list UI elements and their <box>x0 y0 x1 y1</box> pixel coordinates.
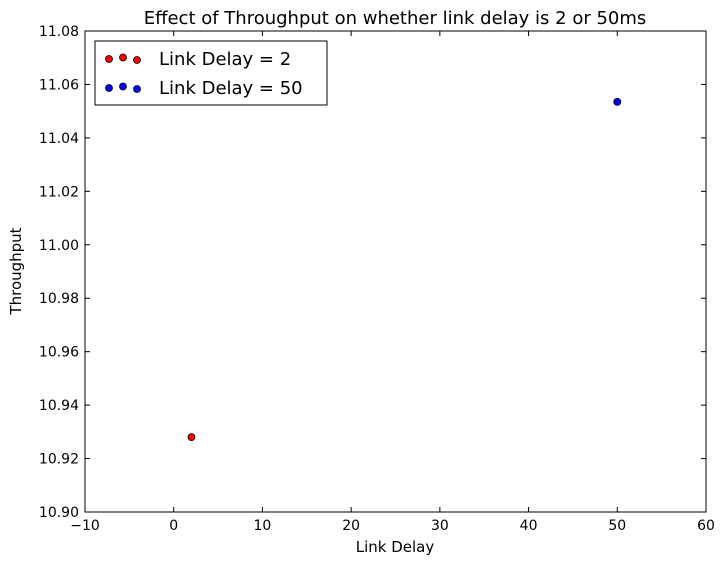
x-tick-label: 20 <box>342 518 360 534</box>
y-tick-label: 11.00 <box>39 238 79 254</box>
x-tick-label: 40 <box>520 518 538 534</box>
x-tick-label: −10 <box>70 518 100 534</box>
chart-title: Effect of Throughput on whether link del… <box>144 8 647 29</box>
y-axis-label: Throughput <box>7 227 25 315</box>
legend-marker <box>105 55 113 63</box>
y-tick-label: 10.94 <box>39 398 79 414</box>
data-point <box>187 433 196 442</box>
x-tick-label: 50 <box>608 518 626 534</box>
legend-marker <box>119 82 127 91</box>
legend-marker <box>133 56 141 64</box>
legend-marker <box>119 53 127 62</box>
legend-label: Link Delay = 50 <box>159 78 303 99</box>
legend-marker <box>133 85 141 93</box>
legend: Link Delay = 2 Link Delay = 50 <box>94 40 328 106</box>
y-axis: 10.90 10.92 10.94 10.96 10.98 11.00 11.02 11.04… <box>39 24 706 521</box>
x-tick-label: 10 <box>254 518 272 534</box>
legend-box <box>94 40 328 106</box>
legend-entry: Link Delay = 50 <box>105 78 303 99</box>
y-tick-label: 11.02 <box>39 184 79 200</box>
y-tick-label: 10.96 <box>39 345 79 361</box>
y-tick-label: 11.04 <box>39 131 79 147</box>
legend-marker <box>105 84 113 92</box>
y-tick-label: 10.90 <box>39 505 79 521</box>
data-points <box>187 97 622 442</box>
y-tick-label: 10.98 <box>39 291 79 307</box>
x-axis: −10 0 10 20 30 40 50 60 <box>70 31 715 534</box>
data-point <box>613 97 622 106</box>
plot-frame <box>84 30 707 513</box>
x-tick-label: 60 <box>697 518 715 534</box>
legend-label: Link Delay = 2 <box>159 49 291 70</box>
x-tick-label: 0 <box>169 518 178 534</box>
y-tick-label: 11.06 <box>39 77 79 93</box>
y-tick-label: 10.92 <box>39 452 79 468</box>
y-tick-label: 11.08 <box>39 24 79 40</box>
x-axis-label: Link Delay <box>356 538 435 556</box>
legend-entry: Link Delay = 2 <box>105 49 291 70</box>
x-tick-label: 30 <box>431 518 449 534</box>
